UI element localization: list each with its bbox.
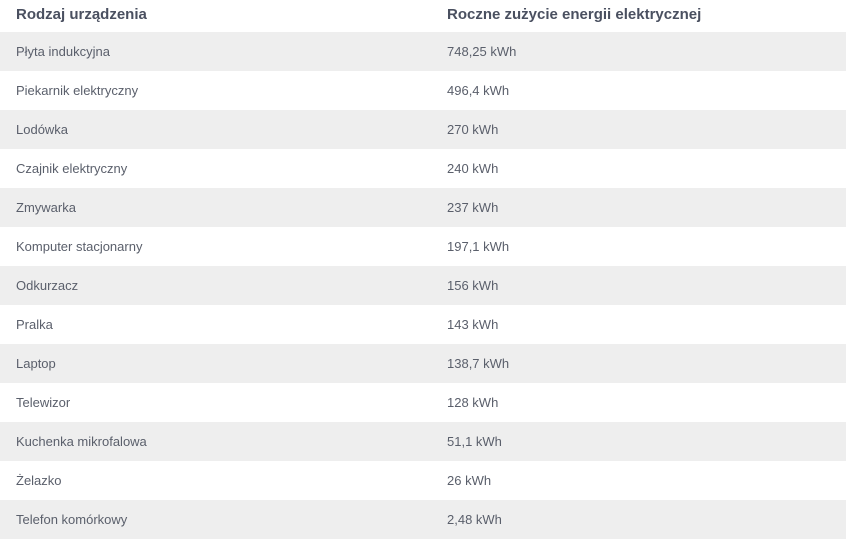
table-row: Zmywarka 237 kWh (0, 188, 846, 227)
table-row: Komputer stacjonarny 197,1 kWh (0, 227, 846, 266)
consumption-value-cell: 270 kWh (447, 122, 499, 137)
table-body: Płyta indukcyjna 748,25 kWh Piekarnik elek… (0, 32, 846, 539)
device-name-cell: Żelazko (16, 473, 62, 488)
consumption-value-cell: 143 kWh (447, 317, 499, 332)
device-name-cell: Kuchenka mikrofalowa (16, 434, 147, 449)
table-header-row: Rodzaj urządzenia Roczne zużycie energii… (0, 0, 846, 32)
consumption-value-cell: 2,48 kWh (447, 512, 502, 527)
device-name-cell: Zmywarka (16, 200, 76, 215)
table-row: Laptop 138,7 kWh (0, 344, 846, 383)
table-row: Piekarnik elektryczny 496,4 kWh (0, 71, 846, 110)
table-row: Telefon komórkowy 2,48 kWh (0, 500, 846, 539)
device-name-cell: Odkurzacz (16, 278, 79, 293)
table-row: Kuchenka mikrofalowa 51,1 kWh (0, 422, 846, 461)
consumption-value-cell: 26 kWh (447, 473, 492, 488)
consumption-value-cell: 240 kWh (447, 161, 499, 176)
device-name-cell: Komputer stacjonarny (16, 239, 143, 254)
device-name-cell: Czajnik elektryczny (16, 161, 128, 176)
table-row: Telewizor 128 kWh (0, 383, 846, 422)
table-row: Płyta indukcyjna 748,25 kWh (0, 32, 846, 71)
consumption-value-cell: 748,25 kWh (447, 44, 517, 59)
header-annual-consumption: Roczne zużycie energii elektrycznej (447, 6, 702, 23)
table-row: Pralka 143 kWh (0, 305, 846, 344)
device-name-cell: Pralka (16, 317, 53, 332)
table-row: Czajnik elektryczny 240 kWh (0, 149, 846, 188)
device-name-cell: Laptop (16, 356, 56, 371)
consumption-value-cell: 237 kWh (447, 200, 499, 215)
header-device-type: Rodzaj urządzenia (16, 6, 147, 23)
device-name-cell: Telefon komórkowy (16, 512, 128, 527)
consumption-value-cell: 51,1 kWh (447, 434, 502, 449)
device-name-cell: Lodówka (16, 122, 69, 137)
table-row: Odkurzacz 156 kWh (0, 266, 846, 305)
consumption-value-cell: 128 kWh (447, 395, 499, 410)
consumption-value-cell: 496,4 kWh (447, 83, 510, 98)
consumption-value-cell: 197,1 kWh (447, 239, 510, 254)
device-name-cell: Piekarnik elektryczny (16, 83, 139, 98)
consumption-value-cell: 156 kWh (447, 278, 499, 293)
consumption-value-cell: 138,7 kWh (447, 356, 510, 371)
table-row: Żelazko 26 kWh (0, 461, 846, 500)
device-name-cell: Płyta indukcyjna (16, 44, 110, 59)
device-name-cell: Telewizor (16, 395, 71, 410)
table-row: Lodówka 270 kWh (0, 110, 846, 149)
